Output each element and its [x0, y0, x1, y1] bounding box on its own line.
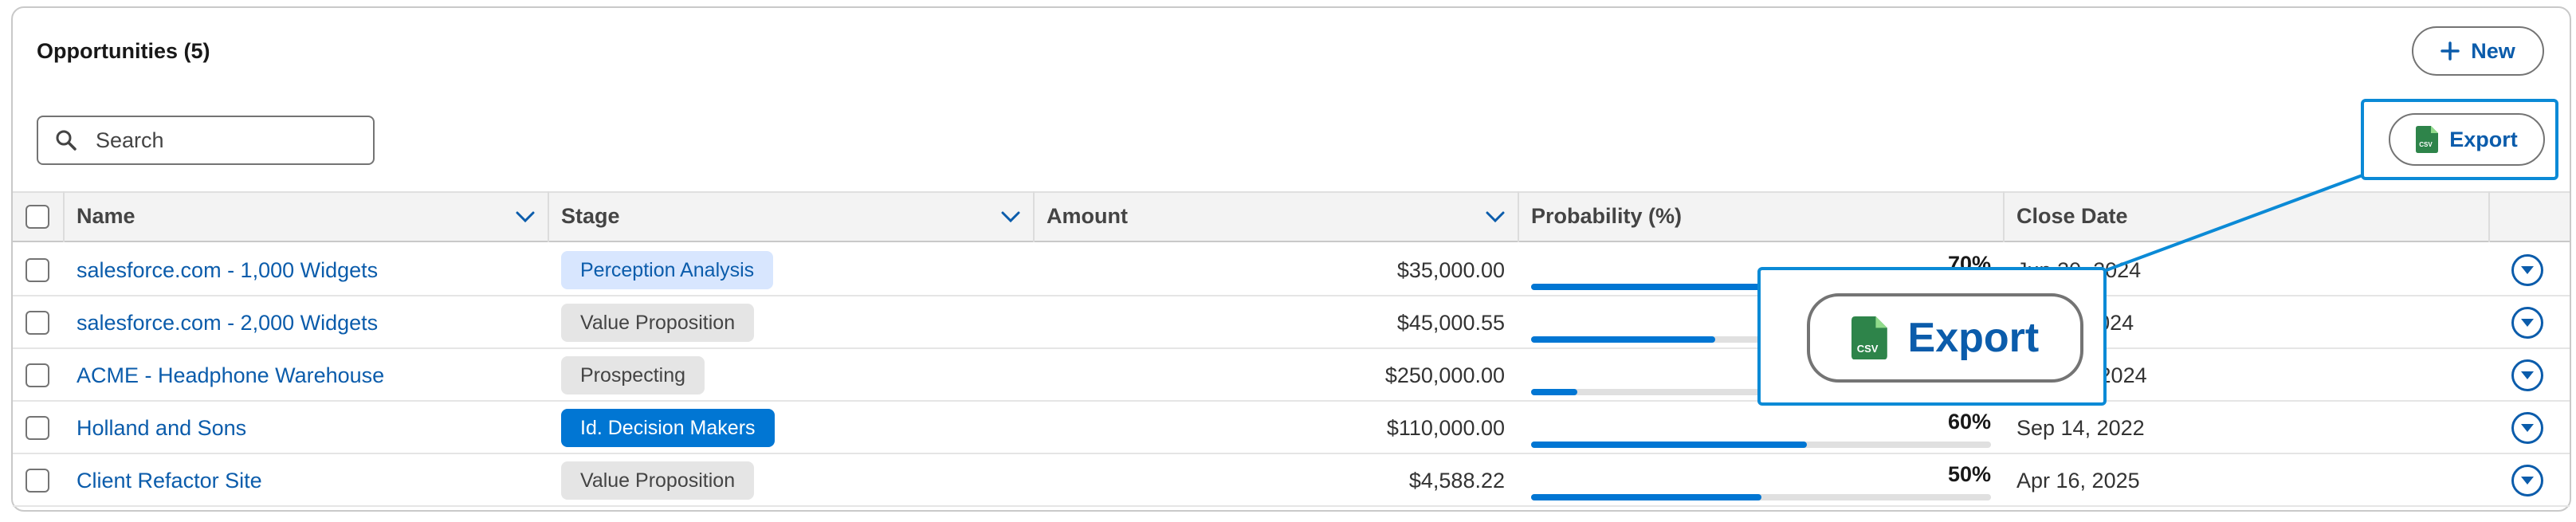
probability-label: 50% [1947, 462, 1991, 486]
column-divider [1033, 191, 1035, 242]
icon [2416, 126, 2439, 153]
stage-badge: Id. Decision Makers [561, 409, 775, 447]
amount: $110,000.00 [1386, 416, 1505, 440]
close-date: Sep 14, 2022 [2016, 416, 2145, 440]
stage-badge: Perception Analysis [561, 251, 774, 289]
row-checkbox[interactable] [26, 258, 49, 282]
icon [2521, 319, 2534, 327]
progress-bar [1531, 284, 1853, 290]
title: Opportunities (5) [37, 39, 210, 63]
opportunity-name[interactable]: ACME - Headphone Warehouse [77, 363, 385, 387]
column-header: Close Date [2016, 204, 2128, 228]
opportunity-name[interactable]: salesforce.com - 2,000 Widgets [77, 311, 379, 335]
column-divider [63, 191, 65, 242]
amount: $4,588.22 [1408, 469, 1505, 493]
column-divider [1518, 191, 1519, 242]
search-placeholder: Search [96, 128, 164, 152]
row-checkbox[interactable] [26, 469, 49, 493]
row-divider [13, 295, 2570, 296]
column-divider [2003, 191, 2005, 242]
export-button[interactable]: CSV Export [2389, 113, 2545, 166]
column-header: Amount [1046, 204, 1128, 228]
icon [2441, 41, 2460, 61]
row-action[interactable] [2511, 359, 2543, 391]
amount: $45,000.55 [1396, 311, 1505, 335]
table-header [13, 191, 2570, 242]
icon-label: CSV [1856, 342, 1879, 355]
icon [2521, 371, 2534, 379]
stage-badge: Value Proposition [561, 461, 755, 500]
stage-badge: Prospecting [561, 356, 705, 394]
button-label: Export [2449, 127, 2518, 151]
progress-bar [1531, 336, 1715, 343]
progress-bar [1531, 389, 1577, 395]
probability-label: 60% [1947, 410, 1991, 434]
close-date: Apr 16, 2025 [2016, 469, 2140, 493]
icon [1851, 316, 1887, 360]
row-divider [13, 453, 2570, 454]
button-label: New [2471, 38, 2515, 63]
column-divider [2488, 191, 2490, 242]
csv-icon: CSV [2416, 126, 2439, 153]
icon [2521, 266, 2534, 274]
icon [2521, 477, 2534, 485]
row-checkbox[interactable] [26, 416, 49, 440]
new-button[interactable]: New [2412, 26, 2544, 76]
opportunity-name[interactable]: Holland and Sons [77, 416, 247, 440]
column-menu[interactable] [516, 210, 535, 223]
row-checkbox[interactable] [26, 363, 49, 387]
amount: $250,000.00 [1384, 363, 1505, 387]
row-action[interactable] [2511, 465, 2543, 496]
search-input[interactable]: Search [37, 116, 375, 165]
row-action[interactable] [2511, 307, 2543, 339]
icon [1001, 211, 1020, 223]
stage-badge: Value Proposition [561, 304, 755, 342]
column-menu[interactable] [1486, 210, 1505, 223]
csv-icon: CSV [1851, 316, 1887, 360]
column-header: Probability (%) [1531, 204, 1683, 228]
column-divider [548, 191, 549, 242]
icon [2521, 424, 2534, 432]
row-divider [13, 347, 2570, 349]
progress-bar [1531, 442, 1808, 448]
icon [1486, 211, 1505, 223]
icon [516, 211, 535, 223]
column-menu[interactable] [1001, 210, 1020, 223]
select-all[interactable] [26, 205, 49, 229]
progress-track [1531, 494, 1991, 500]
card [11, 6, 2571, 512]
row-action[interactable] [2511, 254, 2543, 286]
column-header: Stage [561, 204, 620, 228]
icon-label: CSV [2419, 141, 2433, 148]
opportunity-name[interactable]: salesforce.com - 1,000 Widgets [77, 258, 379, 282]
progress-bar [1531, 494, 1761, 500]
opportunity-name[interactable]: Client Refactor Site [77, 469, 262, 493]
callout-export-button: CSV Export [1807, 293, 2083, 383]
icon [56, 130, 77, 151]
row-divider [13, 505, 2570, 507]
amount: $35,000.00 [1396, 258, 1505, 282]
row-checkbox[interactable] [26, 311, 49, 335]
row-action[interactable] [2511, 412, 2543, 444]
button-label: Export [1907, 315, 2040, 361]
row-divider [13, 400, 2570, 402]
column-header: Name [77, 204, 135, 228]
